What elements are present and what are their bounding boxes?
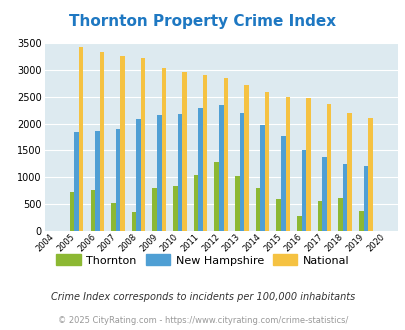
Bar (280, 136, 285, 231)
Bar (198, 108, 202, 231)
Bar (347, 113, 351, 231)
Bar (243, 85, 248, 231)
Bar (202, 75, 207, 231)
Bar (326, 104, 330, 231)
Bar (218, 105, 223, 231)
Bar (276, 199, 280, 231)
Legend: Thornton, New Hampshire, National: Thornton, New Hampshire, National (52, 250, 353, 270)
Bar (193, 175, 198, 231)
Bar (132, 212, 136, 231)
Bar (120, 56, 124, 231)
Bar (95, 130, 99, 231)
Bar (182, 73, 186, 231)
Bar (79, 47, 83, 231)
Bar (136, 119, 141, 231)
Bar (285, 97, 289, 231)
Bar (367, 117, 372, 231)
Bar (317, 201, 322, 231)
Bar (115, 129, 120, 231)
Bar (296, 216, 301, 231)
Bar (358, 211, 363, 231)
Bar (161, 68, 166, 231)
Bar (90, 190, 95, 231)
Bar (234, 176, 239, 231)
Bar (177, 114, 182, 231)
Bar (70, 192, 74, 231)
Bar (157, 115, 161, 231)
Bar (322, 157, 326, 231)
Bar (141, 58, 145, 231)
Bar (74, 132, 79, 231)
Text: Crime Index corresponds to incidents per 100,000 inhabitants: Crime Index corresponds to incidents per… (51, 292, 354, 302)
Bar (99, 52, 104, 231)
Bar (111, 203, 115, 231)
Bar (363, 166, 367, 231)
Text: © 2025 CityRating.com - https://www.cityrating.com/crime-statistics/: © 2025 CityRating.com - https://www.city… (58, 316, 347, 325)
Bar (214, 162, 218, 231)
Bar (255, 188, 260, 231)
Bar (337, 198, 342, 231)
Bar (239, 113, 243, 231)
Bar (305, 98, 310, 231)
Bar (260, 125, 264, 231)
Bar (152, 188, 157, 231)
Bar (264, 92, 269, 231)
Bar (223, 78, 228, 231)
Bar (301, 150, 305, 231)
Bar (173, 186, 177, 231)
Bar (342, 164, 347, 231)
Text: Thornton Property Crime Index: Thornton Property Crime Index (69, 14, 336, 29)
